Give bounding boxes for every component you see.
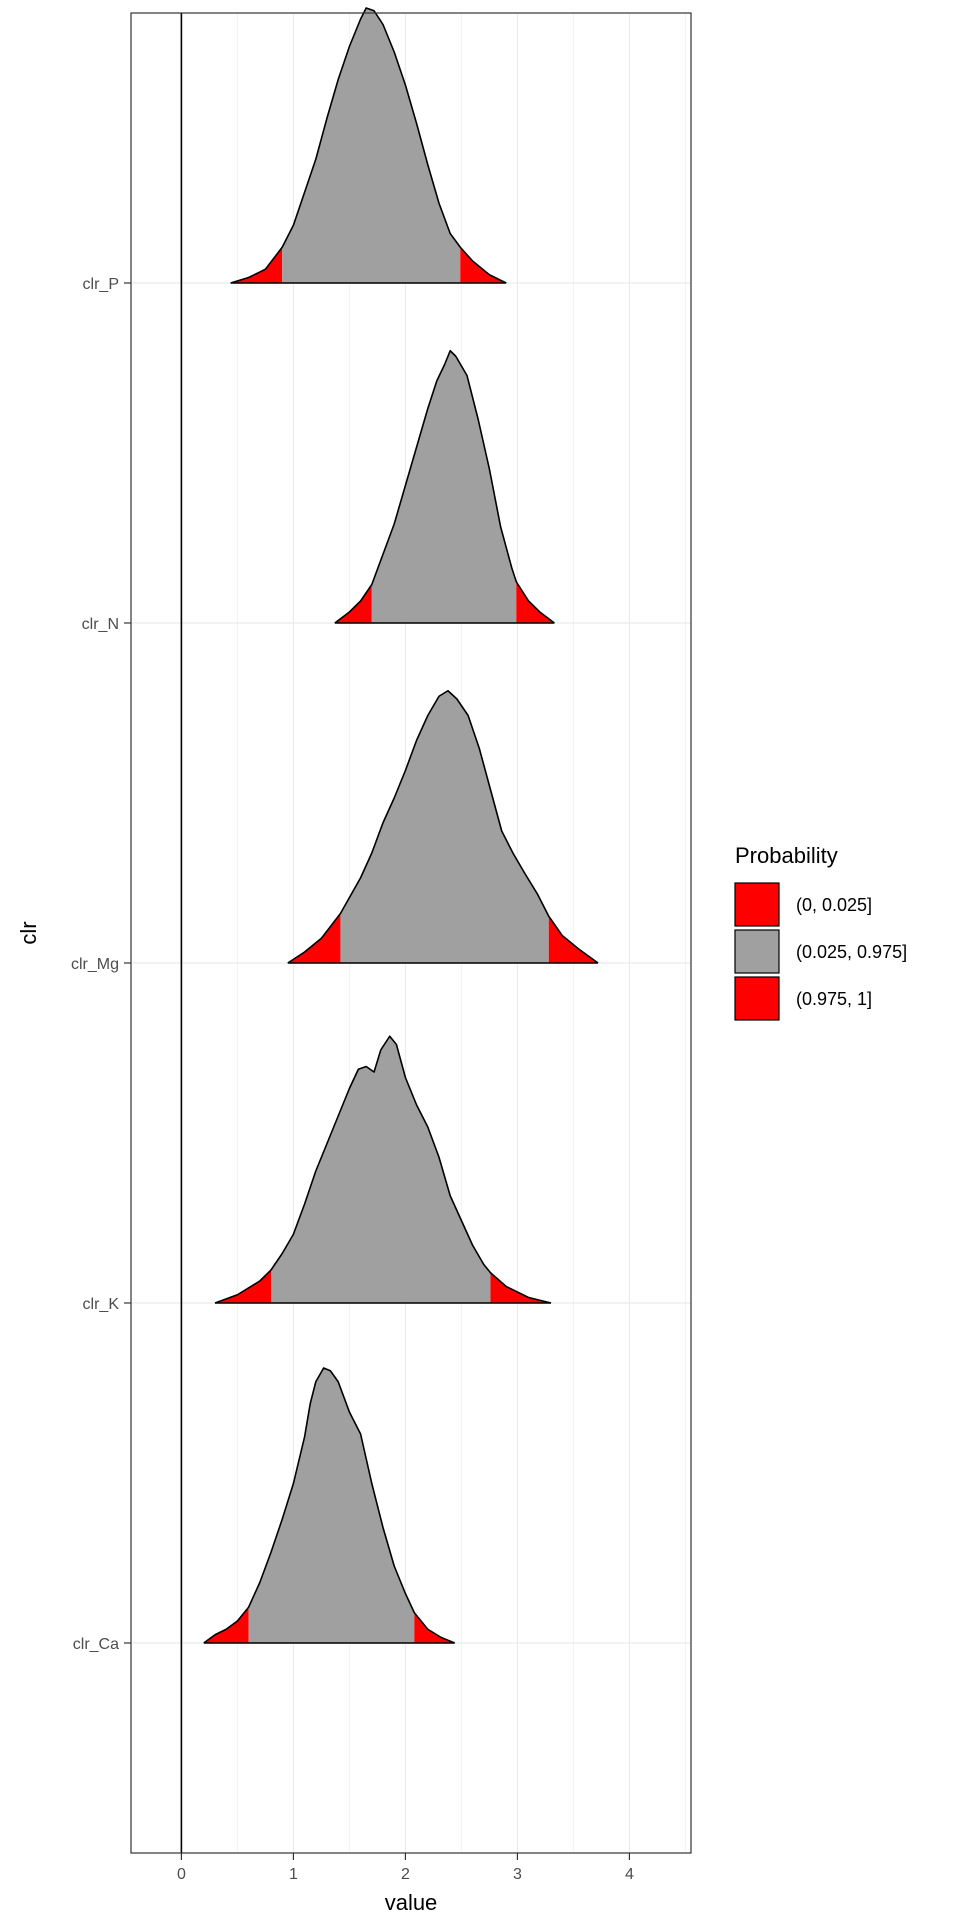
legend-label: (0, 0.025] — [796, 895, 872, 915]
legend-label: (0.025, 0.975] — [796, 942, 907, 962]
y-tick-label: clr_N — [82, 616, 119, 633]
y-tick-label: clr_Ca — [73, 1636, 119, 1653]
x-tick-label: 0 — [177, 1866, 186, 1883]
x-tick-label: 4 — [625, 1866, 634, 1883]
legend-swatch — [735, 930, 779, 973]
y-tick-label: clr_Mg — [71, 956, 119, 973]
y-axis-title: clr — [16, 921, 41, 944]
x-tick-label: 1 — [289, 1866, 298, 1883]
x-tick-label: 2 — [401, 1866, 410, 1883]
x-axis-title: value — [385, 1890, 438, 1915]
legend-label: (0.975, 1] — [796, 989, 872, 1009]
x-tick-label: 3 — [513, 1866, 522, 1883]
legend-swatch — [735, 977, 779, 1020]
y-tick-label: clr_P — [83, 276, 119, 293]
legend-swatch — [735, 883, 779, 926]
y-tick-label: clr_K — [83, 1296, 120, 1313]
legend-title: Probability — [735, 843, 838, 868]
